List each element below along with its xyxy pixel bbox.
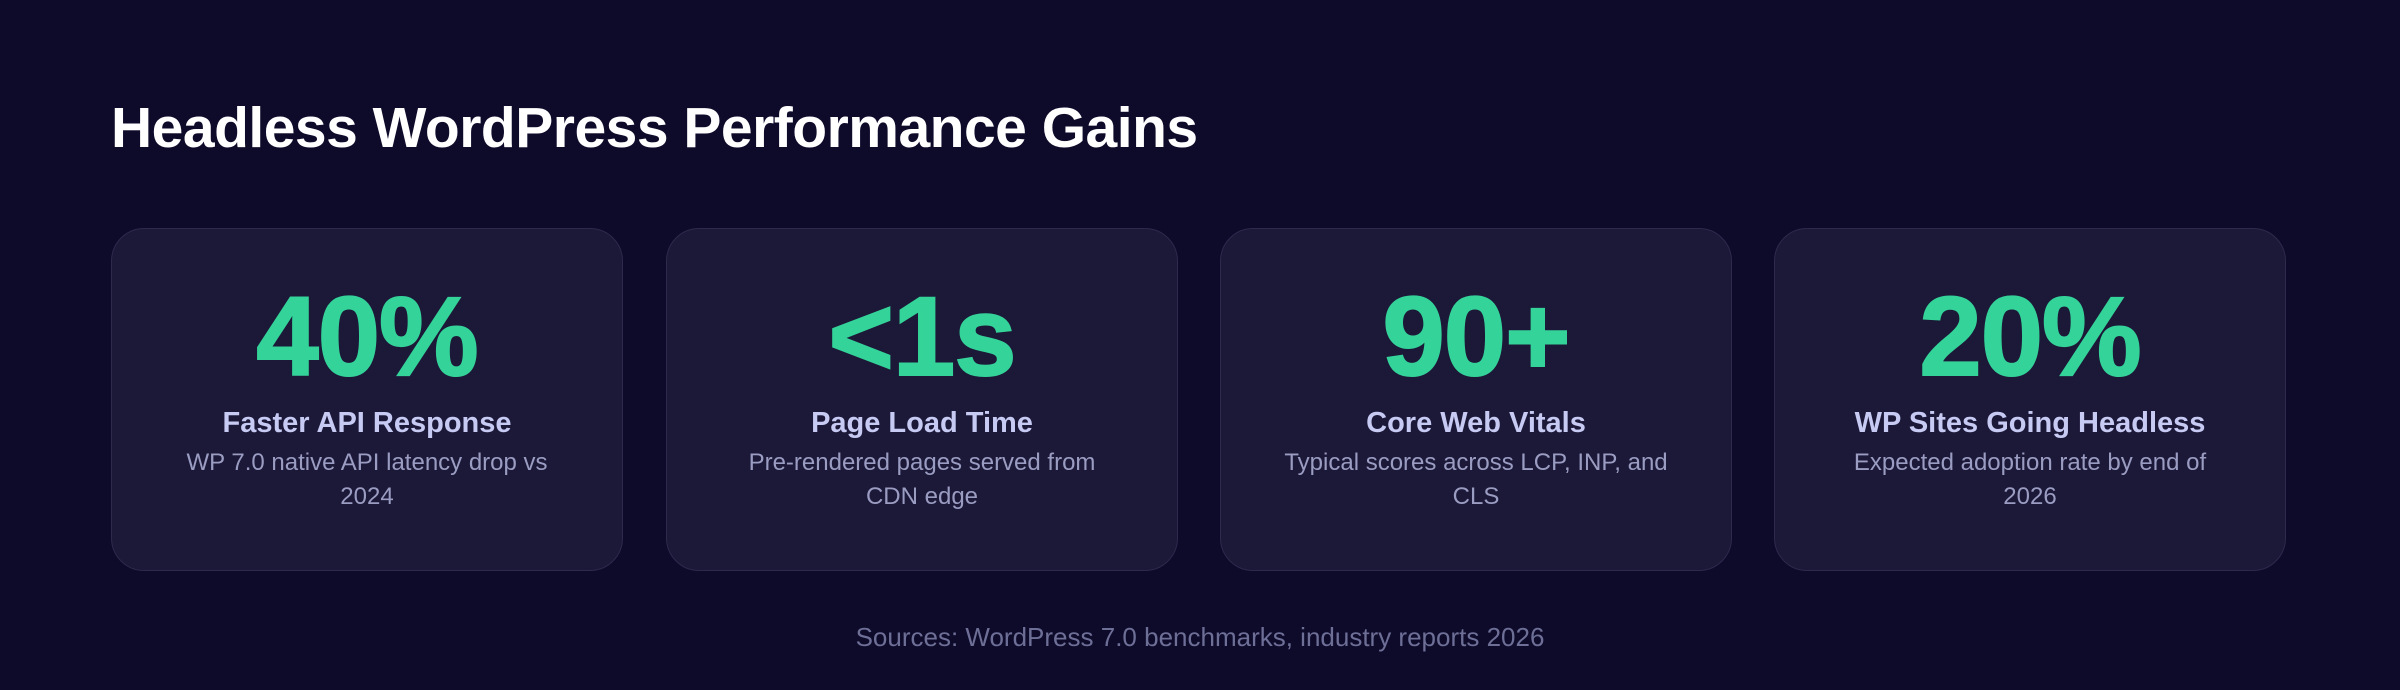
stat-card-api-response: 40% Faster API Response WP 7.0 native AP… xyxy=(111,228,623,571)
stat-label: Page Load Time xyxy=(811,407,1033,439)
page-title: Headless WordPress Performance Gains xyxy=(111,96,1198,160)
stat-card-page-load: <1s Page Load Time Pre-rendered pages se… xyxy=(666,228,1178,571)
stat-description: Typical scores across LCP, INP, and CLS xyxy=(1284,449,1668,510)
stat-cards: 40% Faster API Response WP 7.0 native AP… xyxy=(111,228,2289,573)
stat-description: Expected adoption rate by end of 2026 xyxy=(1853,449,2207,510)
stat-description: WP 7.0 native API latency drop vs 2024 xyxy=(186,449,548,510)
stat-value: <1s xyxy=(828,274,1018,399)
stat-value: 20% xyxy=(1918,274,2142,399)
stat-card-core-web-vitals: 90+ Core Web Vitals Typical scores acros… xyxy=(1220,228,1732,571)
stat-value: 40% xyxy=(255,274,479,399)
stat-label: WP Sites Going Headless xyxy=(1854,407,2206,439)
stat-card-headless-adoption: 20% WP Sites Going Headless Expected ado… xyxy=(1774,228,2286,571)
stat-value: 90+ xyxy=(1382,274,1572,399)
sources-footnote: Sources: WordPress 7.0 benchmarks, indus… xyxy=(855,622,1545,652)
stat-label: Faster API Response xyxy=(222,407,512,439)
stat-description: Pre-rendered pages served from CDN edge xyxy=(748,449,1096,510)
stat-label: Core Web Vitals xyxy=(1366,407,1586,439)
